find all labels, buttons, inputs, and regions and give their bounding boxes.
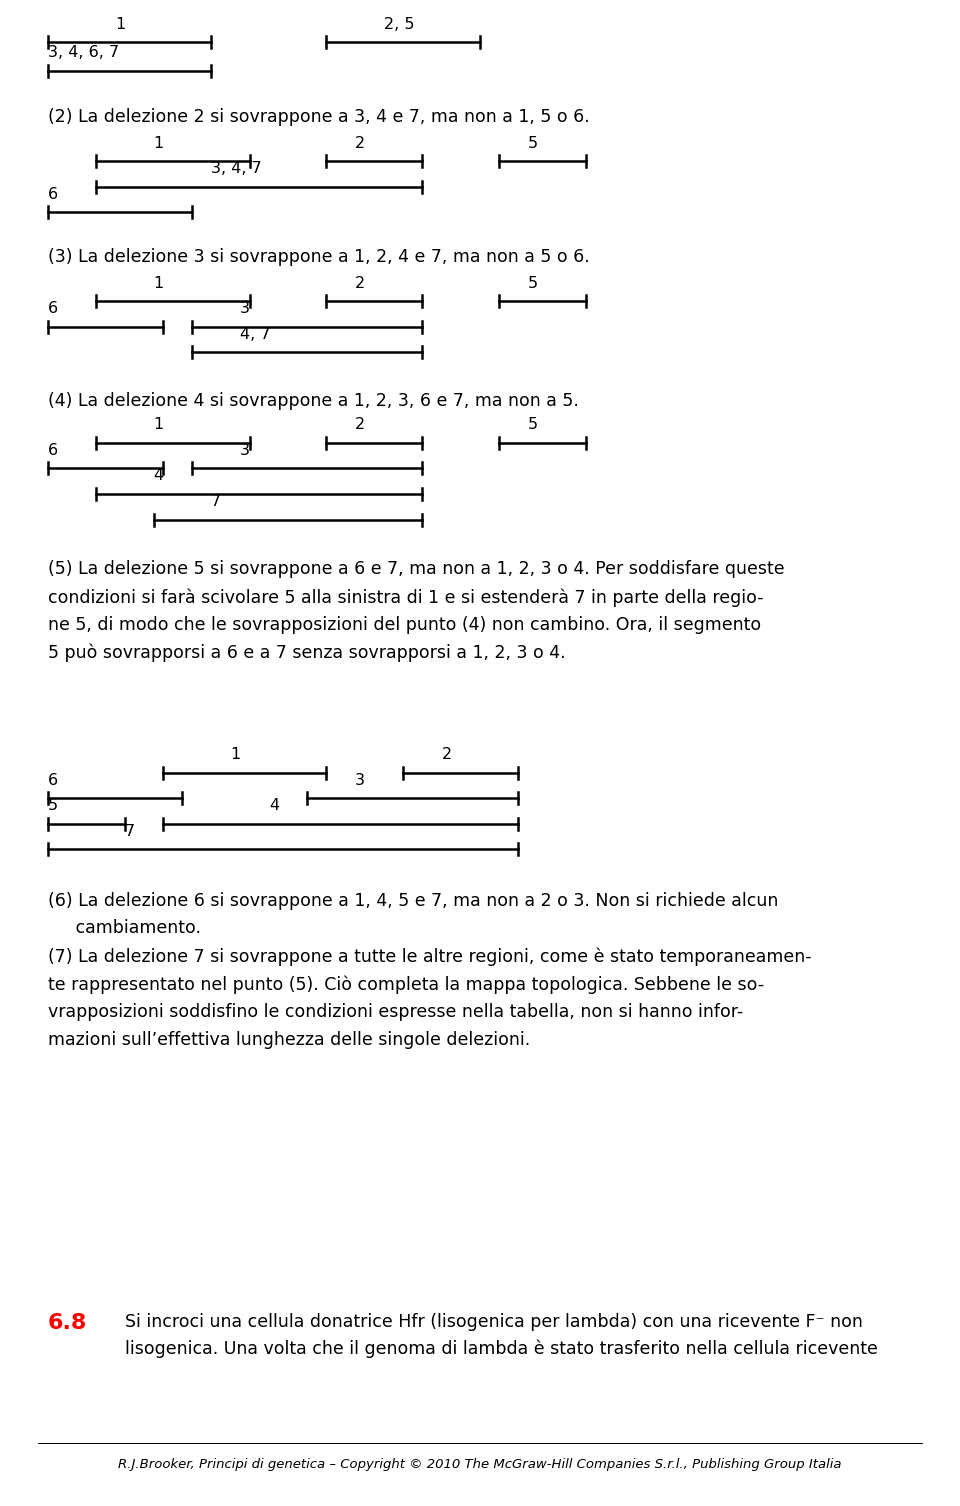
Text: 2, 5: 2, 5 — [384, 17, 415, 32]
Text: 5: 5 — [528, 417, 539, 432]
Text: 6: 6 — [48, 443, 59, 458]
Text: te rappresentato nel punto (5). Ciò completa la mappa topologica. Sebbene le so-: te rappresentato nel punto (5). Ciò comp… — [48, 976, 764, 994]
Text: 7: 7 — [211, 494, 222, 509]
Text: (5) La delezione 5 si sovrappone a 6 e 7, ma non a 1, 2, 3 o 4. Per soddisfare q: (5) La delezione 5 si sovrappone a 6 e 7… — [48, 560, 784, 578]
Text: 5: 5 — [528, 276, 539, 291]
Text: condizioni si farà scivolare 5 alla sinistra di 1 e si estenderà 7 in parte dell: condizioni si farà scivolare 5 alla sini… — [48, 589, 763, 607]
Text: vrapposizioni soddisfino le condizioni espresse nella tabella, non si hanno info: vrapposizioni soddisfino le condizioni e… — [48, 1003, 743, 1021]
Text: (4) La delezione 4 si sovrappone a 1, 2, 3, 6 e 7, ma non a 5.: (4) La delezione 4 si sovrappone a 1, 2,… — [48, 392, 579, 410]
Text: 6: 6 — [48, 187, 59, 202]
Text: 6: 6 — [48, 773, 59, 788]
Text: 4: 4 — [154, 468, 164, 483]
Text: 7: 7 — [125, 824, 135, 839]
Text: 6.8: 6.8 — [48, 1313, 87, 1333]
Text: 2: 2 — [355, 276, 366, 291]
Text: 1: 1 — [115, 17, 126, 32]
Text: cambiamento.: cambiamento. — [48, 919, 201, 937]
Text: 5: 5 — [528, 136, 539, 151]
Text: 1: 1 — [154, 417, 164, 432]
Text: (7) La delezione 7 si sovrappone a tutte le altre regioni, come è stato temporan: (7) La delezione 7 si sovrappone a tutte… — [48, 947, 811, 965]
Text: (6) La delezione 6 si sovrappone a 1, 4, 5 e 7, ma non a 2 o 3. Non si richiede : (6) La delezione 6 si sovrappone a 1, 4,… — [48, 892, 779, 910]
Text: 3, 4, 7: 3, 4, 7 — [211, 161, 262, 176]
Text: 1: 1 — [154, 136, 164, 151]
Text: 5 può sovrapporsi a 6 e a 7 senza sovrapporsi a 1, 2, 3 o 4.: 5 può sovrapporsi a 6 e a 7 senza sovrap… — [48, 645, 565, 663]
Text: 1: 1 — [154, 276, 164, 291]
Text: 3: 3 — [240, 443, 250, 458]
Text: 6: 6 — [48, 301, 59, 316]
Text: 5: 5 — [48, 798, 59, 813]
Text: Si incroci una cellula donatrice Hfr (lisogenica per lambda) con una ricevente F: Si incroci una cellula donatrice Hfr (li… — [125, 1313, 877, 1358]
Text: 2: 2 — [355, 417, 366, 432]
Text: 1: 1 — [230, 747, 241, 762]
Text: 4: 4 — [269, 798, 279, 813]
Text: 3: 3 — [355, 773, 365, 788]
Text: (2) La delezione 2 si sovrappone a 3, 4 e 7, ma non a 1, 5 o 6.: (2) La delezione 2 si sovrappone a 3, 4 … — [48, 108, 589, 127]
Text: mazioni sull’effettiva lunghezza delle singole delezioni.: mazioni sull’effettiva lunghezza delle s… — [48, 1030, 530, 1048]
Text: 2: 2 — [442, 747, 452, 762]
Text: 2: 2 — [355, 136, 366, 151]
Text: 3: 3 — [240, 301, 250, 316]
Text: ne 5, di modo che le sovrapposizioni del punto (4) non cambino. Ora, il segmento: ne 5, di modo che le sovrapposizioni del… — [48, 616, 761, 634]
Text: 4, 7: 4, 7 — [240, 327, 271, 342]
Text: (3) La delezione 3 si sovrappone a 1, 2, 4 e 7, ma non a 5 o 6.: (3) La delezione 3 si sovrappone a 1, 2,… — [48, 248, 589, 267]
Text: R.J.Brooker, Principi di genetica – Copyright © 2010 The McGraw-Hill Companies S: R.J.Brooker, Principi di genetica – Copy… — [118, 1458, 842, 1471]
Text: 3, 4, 6, 7: 3, 4, 6, 7 — [48, 45, 119, 60]
